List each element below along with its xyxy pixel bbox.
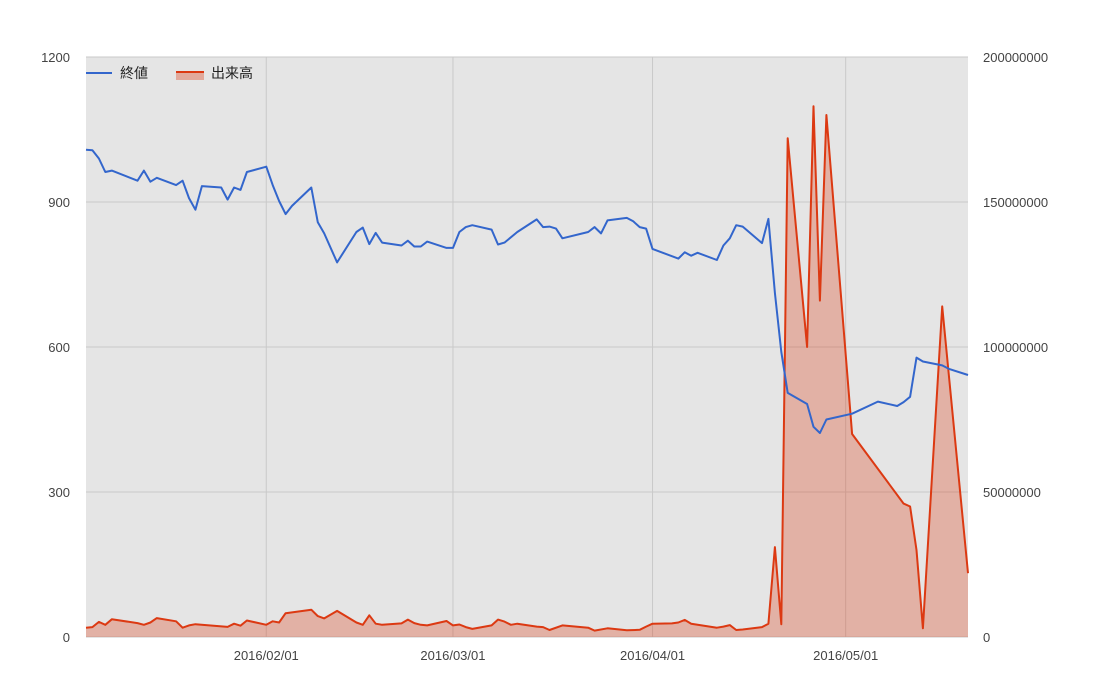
y-left-tick-label: 300 [48,485,70,500]
y-right-tick-label: 100000000 [983,340,1048,355]
volume-area-layer [85,105,969,638]
x-tick-label: 2016/03/01 [420,648,485,663]
volume-area-fill [86,106,968,638]
legend-label-volume[interactable]: 出来高 [211,65,253,82]
axis-labels: 0 300 600 900 1200 0 50000000 100000000 15000000… [41,50,1048,663]
close-series-line [85,148,969,434]
y-left-tick-label: 0 [63,630,70,645]
y-right-tick-label: 50000000 [983,485,1041,500]
legend-swatch-volume [176,72,204,80]
close-line-layer [85,148,969,434]
y-left-tick-label: 600 [48,340,70,355]
y-left-tick-label: 900 [48,195,70,210]
x-tick-label: 2016/02/01 [234,648,299,663]
x-tick-label: 2016/04/01 [620,648,685,663]
y-right-tick-label: 200000000 [983,50,1048,65]
y-left-tick-label: 1200 [41,50,70,65]
x-tick-label: 2016/05/01 [813,648,878,663]
y-right-tick-label: 150000000 [983,195,1048,210]
y-right-tick-label: 0 [983,630,990,645]
legend[interactable]: 終値 出来高 [86,65,253,82]
volume-series-line [85,105,969,632]
legend-label-close[interactable]: 終値 [120,66,148,82]
grid-lines [86,56,968,638]
